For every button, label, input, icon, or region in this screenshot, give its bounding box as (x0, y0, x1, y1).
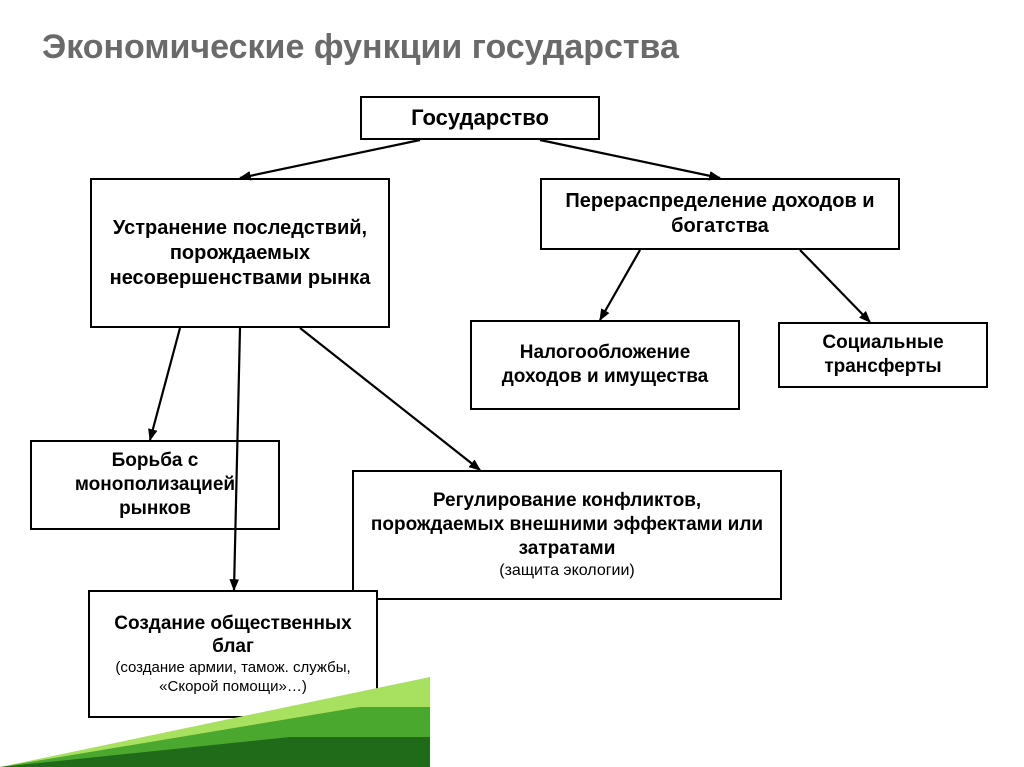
edge-gov-right (540, 140, 720, 178)
node-transfer-label: Социальные трансферты (790, 331, 976, 379)
node-left: Устранение последствий, порождаемых несо… (90, 178, 390, 328)
node-left-label: Устранение последствий, порождаемых несо… (102, 216, 378, 291)
edge-left-conflicts (300, 328, 480, 470)
node-conflicts: Регулирование конфликтов, порождаемых вн… (352, 470, 782, 600)
node-right: Перераспределение доходов и богатства (540, 178, 900, 250)
edge-gov-left (240, 140, 420, 178)
node-monopoly-label: Борьба с монополизацией рынков (42, 449, 268, 520)
edge-left-monopoly (150, 328, 180, 440)
node-gov-label: Государство (411, 104, 549, 132)
page-title: Экономические функции государства (42, 28, 679, 67)
node-tax-label: Налогообложение доходов и имущества (482, 341, 728, 389)
node-conflicts-sub: (защита экологии) (499, 561, 635, 581)
node-right-label: Перераспределение доходов и богатства (552, 189, 888, 239)
node-transfer: Социальные трансферты (778, 322, 988, 388)
edge-right-transfer (800, 250, 870, 322)
node-goods-label: Создание общественных благ (100, 612, 366, 660)
node-conflicts-label: Регулирование конфликтов, порождаемых вн… (364, 489, 770, 560)
node-monopoly: Борьба с монополизацией рынков (30, 440, 280, 530)
corner-decoration (0, 677, 430, 767)
edge-right-tax (600, 250, 640, 320)
node-tax: Налогообложение доходов и имущества (470, 320, 740, 410)
node-gov: Государство (360, 96, 600, 140)
